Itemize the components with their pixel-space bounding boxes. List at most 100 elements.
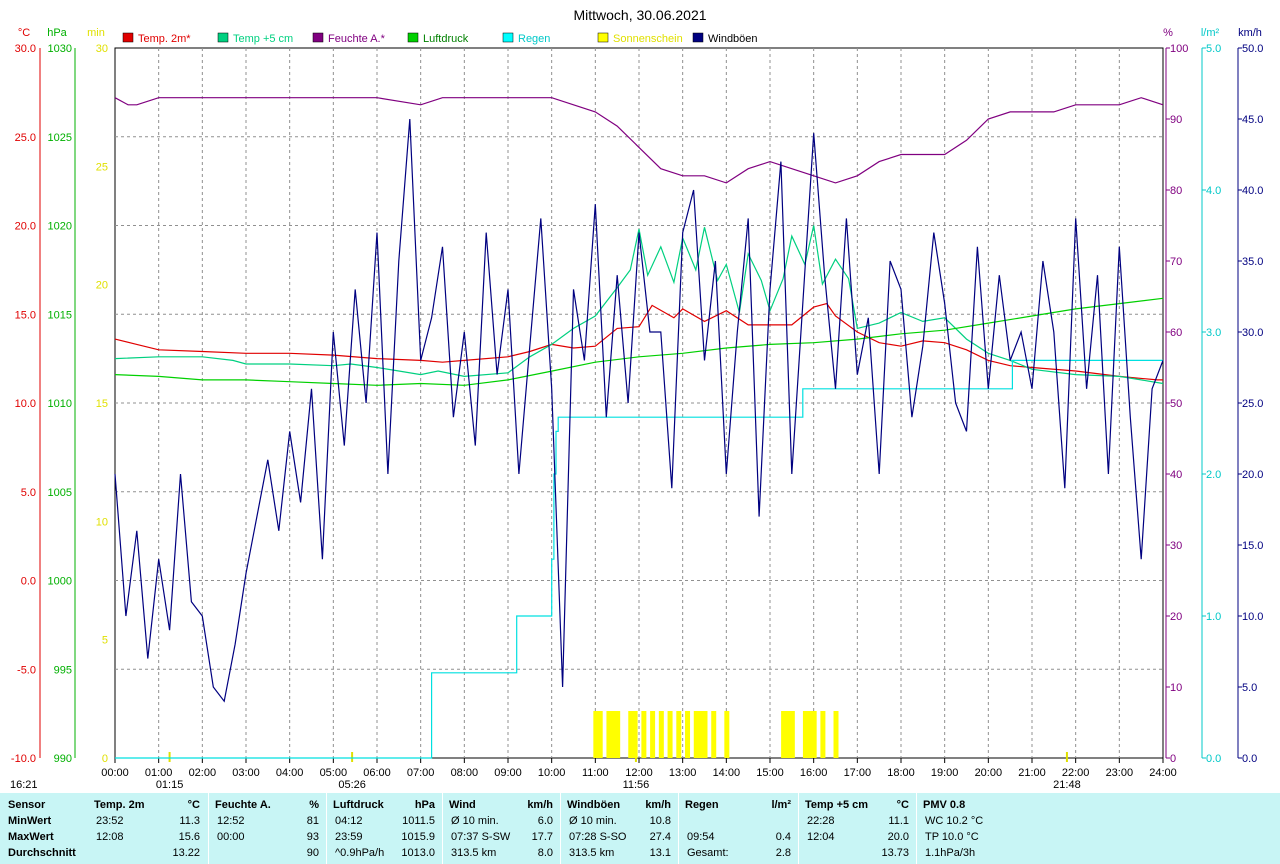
legend-label: Feuchte A.* <box>328 33 386 45</box>
x-tick-label: 21:00 <box>1018 767 1046 779</box>
legend-swatch <box>312 32 324 43</box>
x-tick-label: 23:00 <box>1106 767 1134 779</box>
humidity-axis-tick-label: 100 <box>1170 43 1188 55</box>
stats-cell: l/m² <box>771 799 791 811</box>
wind-axis-tick-label: 5.0 <box>1242 682 1257 694</box>
temp-axis-unit-label: °C <box>18 27 30 39</box>
stats-group: Windböen km/h Ø 10 min. 10.8 07:28 S-SO 27.4 3… <box>560 793 679 864</box>
sunshine-bar <box>632 711 638 758</box>
sun-axis-tick-label: 15 <box>96 398 108 410</box>
x-tick-label: 02:00 <box>189 767 217 779</box>
temp-axis-tick-label: -10.0 <box>11 753 36 765</box>
sunshine-bar <box>615 711 621 758</box>
pressure-axis-tick-label: 1000 <box>48 576 72 588</box>
sunshine-bar <box>698 711 704 758</box>
x-tick-label: 11:00 <box>582 767 609 779</box>
sunshine-bar <box>650 711 656 758</box>
sunshine-bar <box>593 711 599 758</box>
temp-axis-tick-label: 30.0 <box>15 43 36 55</box>
time-marker-label: 05:26 <box>338 779 366 791</box>
pressure-axis-tick-label: 1015 <box>48 309 72 321</box>
chart-legend: Temp. 2m* Temp +5 cm Feuchte A.* Luftdruck R… <box>122 32 758 45</box>
chart-axes: 00:00 01:00 02:00 03:00 04:00 05:00 06:00 07:00… <box>10 27 1263 791</box>
humidity-axis-tick-label: 40 <box>1170 469 1182 481</box>
stats-cell: TP 10.0 °C <box>925 831 979 843</box>
rain-axis-tick-label: 5.0 <box>1206 43 1221 55</box>
weather-chart: Mittwoch, 30.06.2021 Temp. 2m* Temp +5 cm… <box>10 7 1263 791</box>
sunshine-bar <box>685 711 691 758</box>
stats-cell: Regen <box>685 799 719 811</box>
x-tick-label: 05:00 <box>320 767 348 779</box>
stats-cell: 04:12 <box>335 815 363 827</box>
stats-group: Temp +5 cm °C 22:28 11.1 12:04 20.0 13.73 <box>798 793 917 864</box>
wind-axis-tick-label: 0.0 <box>1242 753 1257 765</box>
legend-swatch <box>502 32 514 43</box>
legend-label: Windböen <box>708 33 758 45</box>
stats-cell: 11.3 <box>179 815 200 827</box>
stats-cell: 20.0 <box>887 831 909 843</box>
wind-axis-tick-label: 40.0 <box>1242 185 1263 197</box>
stats-cell: 07:28 S-SO <box>569 831 627 843</box>
sun-axis-tick-label: 20 <box>96 280 108 292</box>
stats-label-sensor: Sensor <box>8 799 46 811</box>
stats-label-avg: Durchschnitt <box>8 847 76 859</box>
stats-group: Temp. 2m °C 23:52 11.3 12:08 15.6 13.22 <box>88 793 208 864</box>
stats-cell: 313.5 km <box>451 847 497 859</box>
sunshine-bar <box>811 711 817 758</box>
stats-cell: Luftdruck <box>333 799 384 811</box>
sunshine-bar <box>606 711 612 758</box>
pressure-axis-tick-label: 995 <box>54 664 72 676</box>
x-tick-label: 22:00 <box>1062 767 1090 779</box>
stats-cell: 23:59 <box>335 831 363 843</box>
stats-cell: 1011.5 <box>402 815 435 827</box>
stats-cell: 22:28 <box>807 815 835 827</box>
stats-cell: 1.1hPa/3h <box>925 847 976 859</box>
humidity-axis-tick-label: 30 <box>1170 540 1182 552</box>
series-line <box>114 297 1164 386</box>
pressure-axis-tick-label: 990 <box>54 753 72 765</box>
sun-axis-tick-label: 5 <box>102 635 108 647</box>
legend-label: Temp +5 cm <box>233 33 293 45</box>
sun-axis-tick-label: 30 <box>96 43 108 55</box>
pressure-axis-tick-label: 1020 <box>48 221 72 233</box>
x-tick-label: 01:00 <box>145 767 173 779</box>
stats-group: Wind km/h Ø 10 min. 6.0 07:37 S-SW 17.7 313.5 … <box>442 793 561 864</box>
time-marker-label: 11:56 <box>623 779 650 791</box>
stats-cell: km/h <box>527 799 553 811</box>
wind-axis-tick-label: 30.0 <box>1242 327 1263 339</box>
wind-axis-tick-label: 45.0 <box>1242 114 1263 126</box>
series-line <box>114 302 1163 381</box>
stats-group: PMV 0.8 WC 10.2 °C TP 10.0 °C 1.1hPa/3h <box>916 793 1037 864</box>
wind-axis-tick-label: 25.0 <box>1242 398 1263 410</box>
humidity-axis-tick-label: 80 <box>1170 185 1182 197</box>
stats-cell: 93 <box>306 831 319 843</box>
chart-title: Mittwoch, 30.06.2021 <box>573 7 706 23</box>
sunshine-bar <box>802 711 808 758</box>
x-tick-label: 13:00 <box>669 767 697 779</box>
stats-cell: Temp. 2m <box>94 799 145 811</box>
sunshine-bar <box>628 711 634 758</box>
stats-cell: WC 10.2 °C <box>925 815 984 827</box>
sun-axis-tick-label: 25 <box>96 161 108 173</box>
stats-cell: 81 <box>306 815 319 827</box>
series-line <box>114 97 1164 184</box>
stats-cell: Ø 10 min. <box>451 815 499 827</box>
humidity-axis-tick-label: 0 <box>1170 753 1176 765</box>
stats-cell: 313.5 km <box>569 847 615 859</box>
stats-cell: km/h <box>645 799 671 811</box>
stats-label-min: MinWert <box>8 815 52 827</box>
humidity-axis-tick-label: 50 <box>1170 398 1182 410</box>
wind-axis-tick-label: 50.0 <box>1242 43 1263 55</box>
stats-cell: 07:37 S-SW <box>451 831 511 843</box>
sun-axis-tick-label: 10 <box>96 516 108 528</box>
stats-group: Regen l/m² 09:54 0.4 Gesamt: 2.8 <box>678 793 799 864</box>
sunshine-bar <box>658 711 664 758</box>
rain-axis-tick-label: 3.0 <box>1206 327 1221 339</box>
stats-cell: Ø 10 min. <box>569 815 617 827</box>
stats-cell: 11.1 <box>888 815 909 827</box>
wind-axis-tick-label: 35.0 <box>1242 256 1263 268</box>
sunshine-bar <box>711 711 717 758</box>
sunshine-bar <box>785 711 791 758</box>
legend-swatch <box>407 32 419 43</box>
x-tick-label: 19:00 <box>931 767 959 779</box>
